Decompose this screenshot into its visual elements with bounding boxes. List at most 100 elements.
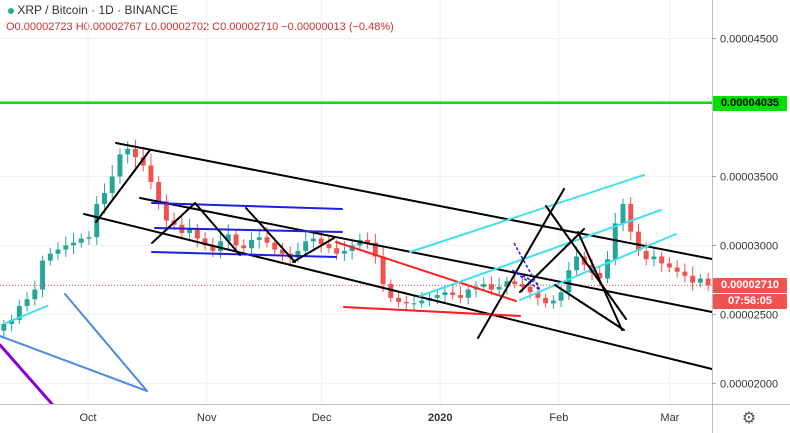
cyan-channel-mid xyxy=(419,209,662,297)
candle-body xyxy=(566,270,572,293)
candle-body xyxy=(32,289,38,300)
candle-body xyxy=(605,259,610,279)
candle-body xyxy=(628,204,634,232)
candle-body xyxy=(132,148,138,158)
blue-box-mid xyxy=(154,227,343,233)
zigzag-line xyxy=(151,202,196,244)
steel-blue-line xyxy=(64,293,148,392)
candle-body xyxy=(16,306,22,320)
last-price-tag: 0.00002710 xyxy=(713,278,787,294)
feb-short-falling-line xyxy=(577,231,623,331)
candle-body xyxy=(295,250,301,258)
candle-body xyxy=(388,284,394,298)
candle-body xyxy=(156,182,162,202)
x-tick-label: Mar xyxy=(660,412,679,424)
feb-lower-diagonal xyxy=(554,284,625,331)
y-tick-label: 0.00003500 xyxy=(720,171,778,183)
cyan-channel-upper xyxy=(409,174,645,253)
candle-body xyxy=(148,165,154,183)
candle-body xyxy=(63,245,69,250)
blue-box-top xyxy=(151,202,343,210)
feb-short-rising-line xyxy=(519,228,585,293)
candle-body xyxy=(450,292,456,296)
candle-body xyxy=(550,300,556,304)
candle-body xyxy=(318,238,324,245)
candle-body xyxy=(512,281,518,285)
candle-body xyxy=(102,193,107,205)
candle-body xyxy=(47,253,53,261)
candle-body xyxy=(465,289,471,298)
candle-body xyxy=(9,319,15,325)
channel-mid-line xyxy=(139,197,713,313)
candle-body xyxy=(643,250,649,260)
candle-body xyxy=(303,241,309,251)
candle-body xyxy=(264,237,270,243)
cyan-short-line xyxy=(5,305,48,324)
candle-body xyxy=(674,267,680,272)
candle-body xyxy=(535,292,541,298)
candle-body xyxy=(218,241,224,251)
green-level-price-tag: 0.00004035 xyxy=(713,95,787,111)
candle-body xyxy=(419,300,425,304)
candle-body xyxy=(55,249,61,254)
candle-body xyxy=(682,271,688,276)
feb-falling-line xyxy=(545,205,627,320)
x-tick-label: Feb xyxy=(549,412,568,424)
y-tick-label: 0.00002500 xyxy=(720,309,778,321)
candle-body xyxy=(272,242,278,250)
gear-icon[interactable]: ⚙ xyxy=(742,410,756,427)
red-wedge-top xyxy=(335,241,517,302)
steel-blue-line xyxy=(0,335,148,392)
candle-body xyxy=(697,278,703,283)
candle-body xyxy=(543,297,549,304)
cyan-channel-lower xyxy=(519,233,677,301)
y-tick-label: 0.00003000 xyxy=(720,240,778,252)
candle-body xyxy=(636,231,641,251)
candle-body xyxy=(651,256,657,260)
candle-body xyxy=(334,248,340,254)
candle-body xyxy=(620,204,626,224)
symbol-label[interactable]: XRP / Bitcoin · 1D · BINANCE xyxy=(17,3,178,17)
candle-body xyxy=(241,245,247,249)
candlesticks xyxy=(1,139,711,337)
candle-body xyxy=(372,242,378,257)
candle-body xyxy=(125,148,131,155)
candle-body xyxy=(705,278,711,286)
candle-body xyxy=(558,292,564,301)
candle-body xyxy=(210,245,216,251)
candle-body xyxy=(194,228,200,239)
candle-body xyxy=(403,301,409,304)
candle-body xyxy=(78,238,84,243)
candle-body xyxy=(659,256,665,264)
candle-body xyxy=(396,297,402,302)
countdown-tag: 07:56:05 xyxy=(713,294,787,310)
time-axis-bg xyxy=(0,404,790,433)
market-status-dot xyxy=(8,7,14,14)
candle-body xyxy=(202,238,208,246)
candle-body xyxy=(380,256,386,285)
candle-body xyxy=(597,273,603,279)
y-tick-label: 0.00004500 xyxy=(720,34,778,46)
candle-body xyxy=(1,324,7,331)
trendline-drawings[interactable] xyxy=(0,101,713,406)
candle-body xyxy=(140,157,146,166)
candle-body xyxy=(411,303,417,305)
candle-body xyxy=(109,176,115,194)
x-tick-label: Oct xyxy=(79,412,96,424)
ohlc-values: O0.00002723 H0.00002767 L0.00002702 C0.0… xyxy=(6,21,394,33)
candle-body xyxy=(256,237,262,240)
zigzag-line xyxy=(245,207,296,263)
candle-body xyxy=(434,295,440,298)
early-rising-line xyxy=(95,149,151,223)
blue-dashed-pattern xyxy=(511,242,541,291)
channel-upper-line xyxy=(115,142,713,260)
x-tick-label: Dec xyxy=(312,412,332,424)
candle-body xyxy=(280,249,285,254)
y-tick-label: 0.00002000 xyxy=(720,378,778,390)
price-axis-bg xyxy=(712,0,790,433)
candle-body xyxy=(612,223,618,260)
candle-body xyxy=(527,286,533,293)
zigzag-line xyxy=(194,202,241,256)
